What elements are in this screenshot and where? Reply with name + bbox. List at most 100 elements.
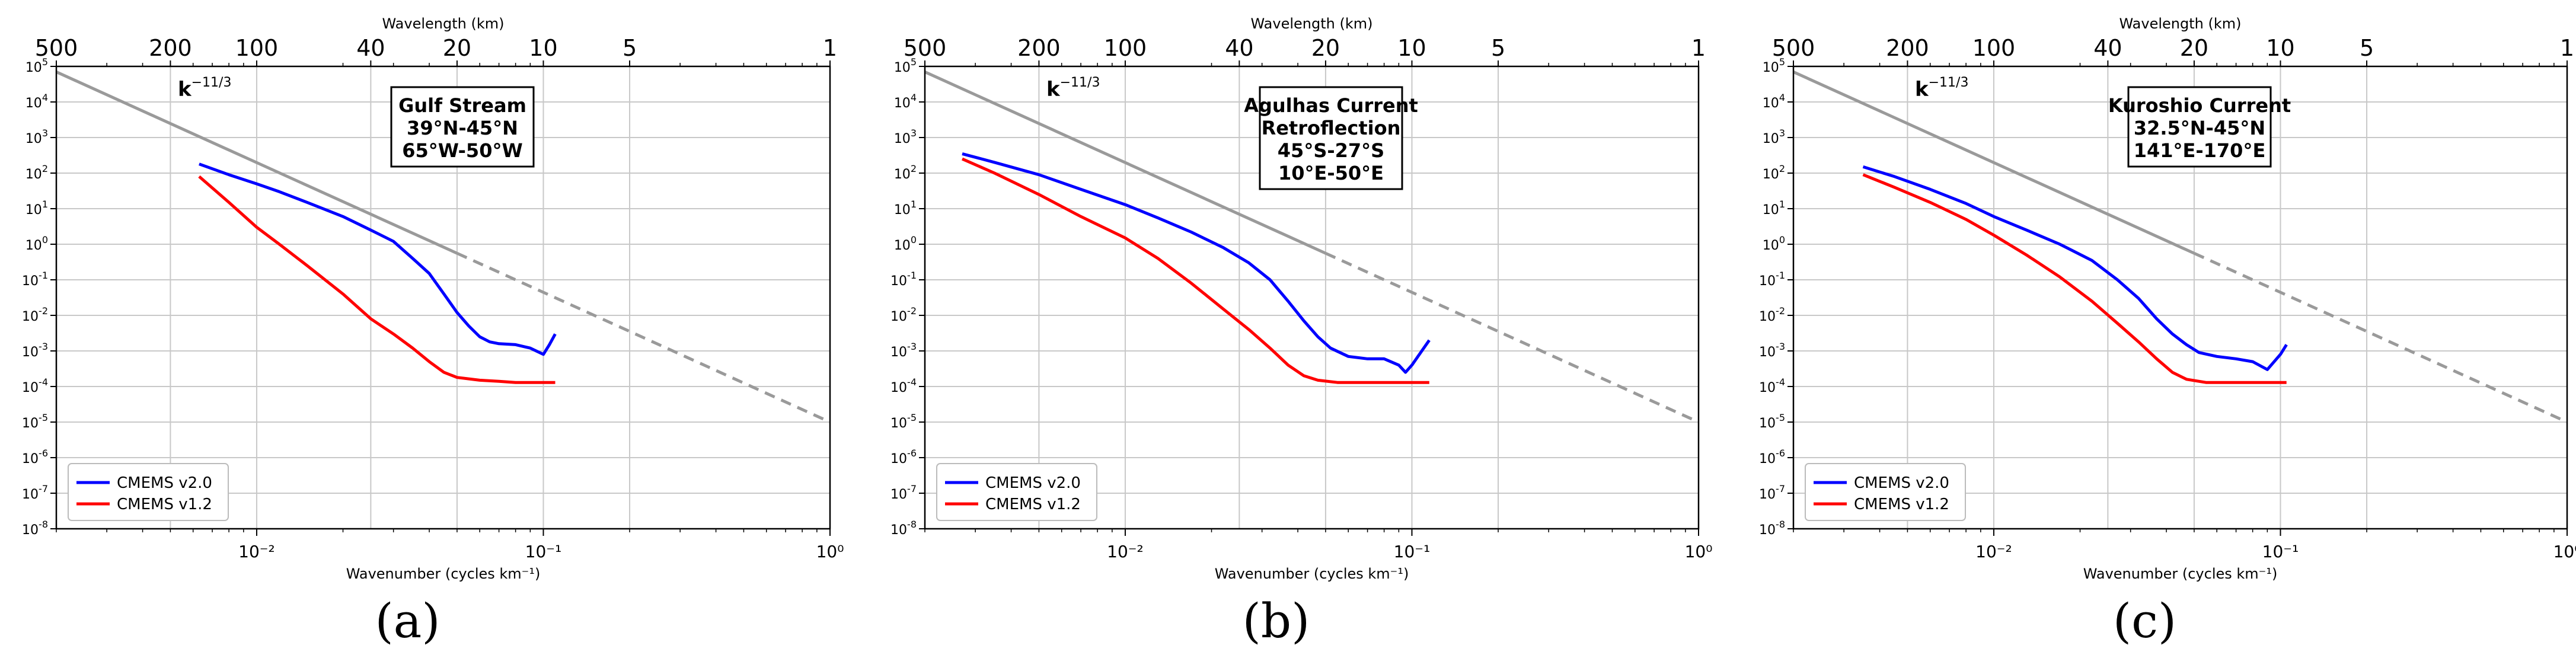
panel-label: (a) — [375, 593, 440, 649]
slope-label: k−11/3 — [1915, 75, 1968, 101]
y-tick-label: 100 — [1763, 234, 1785, 253]
top-tick-label: 20 — [1311, 35, 1340, 61]
region-box — [1259, 86, 1403, 190]
region-box — [2127, 86, 2272, 168]
top-tick-label: 200 — [1017, 35, 1061, 61]
y-tick-label: 10-3 — [1759, 341, 1785, 360]
top-axis-title: Wavelength (km) — [2119, 15, 2241, 32]
x-axis-title: Wavenumber (cycles km⁻¹) — [2083, 566, 2278, 582]
slope-label: k−11/3 — [1046, 75, 1100, 101]
legend-box — [1805, 463, 1966, 521]
series-line-cmems-v1-2 — [961, 157, 1429, 384]
y-tick-label: 10-3 — [890, 341, 917, 360]
reference-slope-line — [1792, 71, 2195, 255]
top-tick-label: 100 — [235, 35, 279, 61]
top-tick-label: 20 — [2180, 35, 2208, 61]
y-tick-label: 103 — [25, 127, 48, 146]
series-line-cmems-v2-0 — [1862, 165, 2288, 371]
plot-frame — [1792, 65, 2568, 530]
x-tick-label: 10⁰ — [816, 542, 844, 561]
top-tick-label: 40 — [1225, 35, 1253, 61]
x-tick-label: 10⁻² — [238, 542, 275, 561]
legend-label: CMEMS v1.2 — [117, 496, 212, 513]
reference-slope-line — [924, 71, 1326, 255]
y-tick-label: 103 — [894, 127, 917, 146]
y-tick-label: 10-8 — [1759, 519, 1785, 538]
top-tick-label: 10 — [529, 35, 557, 61]
chart-panel-3: 10510410310210110010-110-210-310-410-510… — [1759, 15, 2576, 649]
region-box-line: 65°W-50°W — [402, 139, 523, 162]
panel-label: (c) — [2113, 593, 2176, 649]
y-tick-label: 101 — [894, 199, 917, 218]
top-tick-label: 40 — [2093, 35, 2122, 61]
series-line-cmems-v2-0 — [962, 152, 1431, 374]
y-tick-label: 10-5 — [890, 412, 917, 431]
top-tick-label: 500 — [35, 35, 78, 61]
top-tick-label: 5 — [2360, 35, 2374, 61]
y-tick-label: 10-5 — [1759, 412, 1785, 431]
y-tick-label: 10-8 — [890, 519, 917, 538]
region-box-line: Agulhas Current — [1244, 94, 1418, 117]
legend-label: CMEMS v2.0 — [985, 474, 1081, 492]
y-tick-label: 10-2 — [890, 305, 917, 324]
x-tick-label: 10⁻¹ — [525, 542, 562, 561]
plot-frame — [55, 65, 831, 530]
panel-label: (b) — [1243, 593, 1310, 649]
legend-label: CMEMS v2.0 — [1854, 474, 1949, 492]
legend-box — [936, 463, 1097, 521]
region-box — [390, 86, 535, 168]
top-tick-label: 1 — [2560, 35, 2574, 61]
x-tick-label: 10⁰ — [1685, 542, 1713, 561]
x-axis-title: Wavenumber (cycles km⁻¹) — [1215, 566, 1409, 582]
top-tick-label: 200 — [1886, 35, 1929, 61]
y-tick-label: 10-1 — [22, 270, 48, 289]
y-tick-label: 10-7 — [1759, 483, 1785, 502]
top-axis-title: Wavelength (km) — [382, 15, 504, 32]
y-tick-label: 10-1 — [890, 270, 917, 289]
y-tick-label: 10-6 — [22, 448, 48, 467]
reference-slope-dashed — [456, 251, 831, 424]
top-tick-label: 100 — [1104, 35, 1147, 61]
region-box-line: 141°E-170°E — [2134, 139, 2266, 162]
y-tick-label: 104 — [25, 92, 48, 111]
y-tick-label: 10-4 — [1759, 376, 1785, 395]
y-tick-label: 10-2 — [22, 305, 48, 324]
y-tick-label: 103 — [1763, 127, 1785, 146]
top-tick-label: 200 — [149, 35, 192, 61]
y-tick-label: 100 — [25, 234, 48, 253]
y-tick-label: 10-7 — [890, 483, 917, 502]
top-tick-label: 1 — [1691, 35, 1706, 61]
top-tick-label: 500 — [904, 35, 947, 61]
chart-panel-2: 10510410310210110010-110-210-310-410-510… — [890, 15, 1712, 649]
legend-label: CMEMS v2.0 — [117, 474, 212, 492]
x-axis-title: Wavenumber (cycles km⁻¹) — [346, 566, 541, 582]
series-line-cmems-v1-2 — [1862, 173, 2287, 384]
top-tick-label: 1 — [823, 35, 837, 61]
y-tick-label: 102 — [25, 163, 48, 182]
region-box-line: 32.5°N-45°N — [2134, 117, 2265, 139]
chart-panel-1: 10510410310210110010-110-210-310-410-510… — [22, 15, 844, 649]
y-tick-label: 10-4 — [22, 376, 48, 395]
y-tick-label: 10-6 — [1759, 448, 1785, 467]
y-tick-label: 104 — [1763, 92, 1785, 111]
x-tick-label: 10⁻² — [1975, 542, 2012, 561]
top-axis-title: Wavelength (km) — [1250, 15, 1372, 32]
region-box-line: 10°E-50°E — [1278, 162, 1384, 184]
reference-slope-dashed — [1324, 251, 1700, 424]
legend-label: CMEMS v1.2 — [985, 496, 1081, 513]
region-box-line: Retroflection — [1262, 117, 1401, 139]
x-tick-label: 10⁻¹ — [2262, 542, 2299, 561]
slope-label: k−11/3 — [178, 75, 231, 101]
y-tick-label: 10-3 — [22, 341, 48, 360]
legend-box — [68, 463, 229, 521]
region-box-line: Kuroshio Current — [2108, 94, 2291, 117]
top-tick-label: 100 — [1972, 35, 2016, 61]
region-box-line: 45°S-27°S — [1278, 139, 1384, 162]
plot-frame — [924, 65, 1700, 530]
top-tick-label: 40 — [356, 35, 385, 61]
top-tick-label: 10 — [1397, 35, 1426, 61]
x-tick-label: 10⁻² — [1107, 542, 1144, 561]
region-box-line: 39°N-45°N — [407, 117, 518, 139]
legend-label: CMEMS v1.2 — [1854, 496, 1949, 513]
